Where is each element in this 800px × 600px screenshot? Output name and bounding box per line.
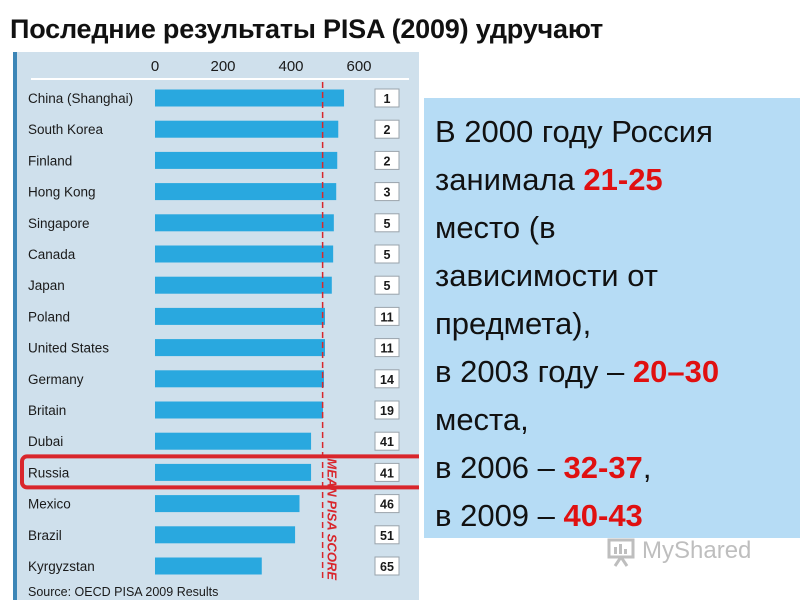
bar [155,183,337,201]
info-text: в 2006 – [435,450,564,485]
info-line-2: занимала 21-25 [435,162,663,198]
rank-box [374,462,400,482]
bar [155,151,338,169]
rank-label: 5 [384,279,391,293]
category-label: Japan [28,278,65,293]
watermark-text: MyShared [642,537,752,564]
category-label: Kyrgyzstan [28,559,95,574]
category-label: Britain [28,403,66,418]
bar [155,214,334,232]
category-label: China (Shanghai) [28,91,133,106]
rank-label: 2 [384,123,391,137]
rank-box [374,556,400,576]
mean-score-label: MEAN PISA SCORE [325,458,340,580]
rank-box [374,431,400,451]
rank-2006: 32-37 [563,450,643,485]
rank-box [374,494,400,514]
info-line-1: В 2000 году Россия [435,114,713,149]
category-label: Poland [28,309,70,324]
bar [155,432,312,450]
bar [155,401,323,419]
rank-box [374,88,400,108]
rank-box [374,182,400,202]
bar [155,557,262,575]
category-label: Brazil [28,528,62,543]
info-text: , [642,450,652,485]
info-line-3: место (в [435,210,556,245]
rank-label: 65 [380,560,394,574]
presentation-icon [607,538,635,567]
rank-box [374,338,400,358]
rank-label: 11 [380,310,393,324]
rank-label: 2 [384,154,391,168]
bar [155,120,339,138]
rank-box [374,369,400,389]
x-tick-label: 600 [346,58,371,75]
x-tick-label: 200 [210,58,235,75]
info-panel: В 2000 году Россия занимала 21-25 место … [424,98,800,538]
rank-box [374,275,400,295]
rank-label: 5 [384,248,391,262]
category-label: Singapore [28,216,90,231]
rank-label: 5 [384,217,391,231]
rank-box [374,150,400,170]
x-tick-label: 400 [278,58,303,75]
chart-panel: 0 200 400 600 China (Shanghai) 1 South Korea 2 F… [13,52,419,600]
rank-box [374,119,400,139]
info-text: в 2009 – [435,498,564,533]
pisa-bar-chart: 0 200 400 600 China (Shanghai) 1 South Korea 2 F… [20,58,419,599]
bar [155,89,345,107]
rank-label: 14 [380,373,394,387]
category-label: Russia [28,465,70,480]
bar [155,339,325,357]
rank-box [374,525,400,545]
rank-box [374,306,400,326]
rank-box [374,244,400,264]
rank-label: 46 [380,498,394,512]
chart-source: Source: OECD PISA 2009 Results [28,585,218,599]
info-line-8: в 2006 – 32-37, [435,450,651,486]
bar [155,276,332,294]
category-label: Finland [28,153,72,168]
rank-label: 19 [380,404,394,418]
info-line-7: места, [435,402,529,437]
info-line-4: зависимости от [435,258,658,293]
rank-label: 51 [380,529,394,543]
bar [155,495,300,513]
rank-2003: 20–30 [632,354,720,389]
category-label: Germany [28,372,84,387]
rank-label: 41 [380,435,394,449]
bar [155,463,312,481]
russia-highlight-box [20,454,419,490]
x-tick-label: 0 [151,58,159,75]
rank-label: 41 [380,466,394,480]
rank-label: 1 [384,92,391,106]
info-line-5: предмета), [435,306,592,341]
rank-2000: 21-25 [583,162,663,197]
info-line-6: в 2003 году – 20–30 [435,354,719,390]
category-label: Dubai [28,434,63,449]
rank-label: 3 [384,186,391,200]
rank-box [374,400,400,420]
bar [155,370,324,388]
bar [155,526,296,544]
bar [155,245,334,263]
category-label: Hong Kong [28,185,96,200]
category-label: Mexico [28,497,71,512]
slide-title: Последние результаты PISA (2009) удручаю… [10,14,604,44]
category-label: South Korea [28,122,104,137]
bar [155,307,325,325]
rank-label: 11 [380,342,393,356]
info-text: в 2003 году – [435,354,633,389]
rank-box [374,213,400,233]
info-line-9: в 2009 – 40-43 [435,498,643,534]
info-text: занимала [435,162,584,197]
watermark: MyShared [606,533,786,573]
rank-2009: 40-43 [563,498,643,533]
category-label: Canada [28,247,76,262]
category-label: United States [28,341,109,356]
